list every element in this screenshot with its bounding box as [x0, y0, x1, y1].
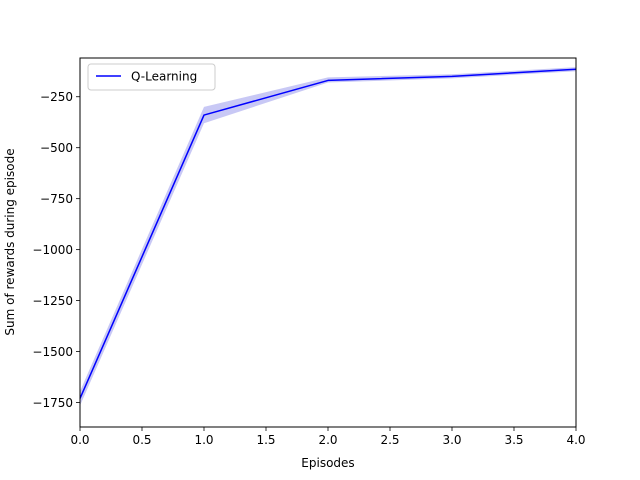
- x-tick-label: 2.5: [380, 433, 399, 447]
- y-tick-label: −1750: [32, 396, 73, 410]
- y-tick-label: −1250: [32, 294, 73, 308]
- x-tick-label: 1.5: [256, 433, 275, 447]
- series-lines: [79, 68, 577, 399]
- y-tick-label: −500: [40, 141, 73, 155]
- series-line-0: [79, 68, 577, 399]
- y-tick-label: −750: [40, 192, 73, 206]
- y-axis-label: Sum of rewards during episode: [3, 148, 17, 335]
- x-tick-label: 4.0: [566, 433, 585, 447]
- legend-box: [87, 63, 216, 91]
- legend: Q-Learning: [87, 63, 216, 91]
- y-tick-label: −1000: [32, 243, 73, 257]
- y-tick-label: −1500: [32, 345, 73, 359]
- x-axis-label: Episodes: [301, 456, 354, 470]
- y-tick-label: −250: [40, 90, 73, 104]
- legend-label: Q-Learning: [131, 70, 197, 84]
- x-tick-label: 3.0: [442, 433, 461, 447]
- x-axis-ticks: 0.0 0.5 1.0 1.5 2.0 2.5 3.0 3.5 4.0: [70, 427, 586, 447]
- x-tick-label: 0.0: [70, 433, 89, 447]
- x-tick-label: 2.0: [318, 433, 337, 447]
- y-axis-ticks: −1750 −1500 −1250 −1000 −750 −500 −250: [32, 90, 80, 410]
- x-tick-label: 0.5: [132, 433, 151, 447]
- x-tick-label: 1.0: [194, 433, 213, 447]
- x-tick-label: 3.5: [504, 433, 523, 447]
